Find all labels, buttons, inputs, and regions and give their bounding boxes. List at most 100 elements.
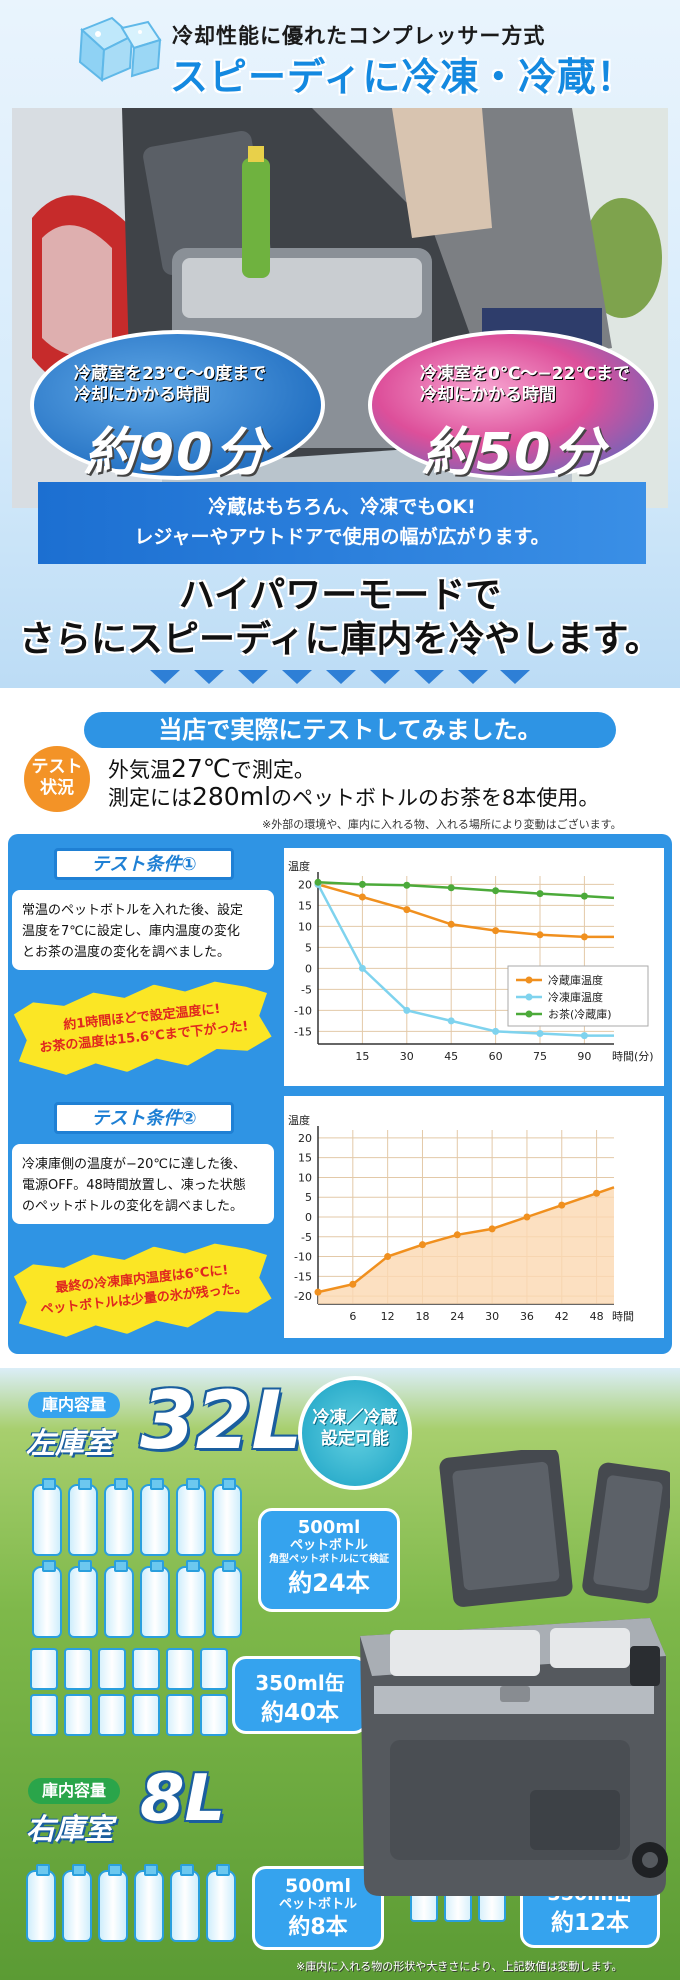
can-icon (166, 1648, 194, 1690)
data-point (447, 1017, 455, 1025)
condition1-desc-line: 常温のペットボトルを入れた後、設定 (22, 903, 244, 918)
data-point (536, 931, 544, 939)
can-icon (98, 1648, 126, 1690)
left-bottle-size: 500ml (297, 1517, 361, 1538)
test-badge-line2: 状況 (40, 778, 74, 798)
can-icon (30, 1648, 58, 1690)
power-line1: ハイパワーモードで (178, 575, 502, 616)
portable-fridge-illustration (360, 1450, 670, 1896)
condition2-desc-line: 冷凍庫側の温度が−20℃に達した後、 (22, 1157, 247, 1172)
right-bottle-info: 500ml ペットボトル 約8本 (252, 1866, 384, 1950)
condition2-title: テスト条件② (54, 1102, 234, 1134)
left-bottle-illustration (32, 1478, 244, 1638)
bottle-icon (32, 1478, 62, 1556)
high-power-headline: ハイパワーモードで さらにスピーディに庫内を冷やします。 (0, 574, 680, 662)
test-condition-temp: 外気温27℃で測定。 (108, 754, 315, 784)
test-results-panel: テスト条件① 常温のペットボトルを入れた後、設定 温度を7℃に設定し、庫内温度の… (8, 834, 672, 1354)
left-capacity-value: 32L (140, 1374, 303, 1467)
bottle-icon (98, 1864, 128, 1942)
capacity-section: 庫内容量 左庫室 32L 冷凍／冷蔵 設定可能 500ml ペットボトル 角型ペ… (0, 1368, 680, 1980)
left-can-info: 350ml缶 約40本 (232, 1656, 368, 1734)
y-tick-label: 0 (305, 1211, 312, 1224)
ice-cube-icon (78, 16, 162, 83)
data-point (593, 1189, 601, 1197)
y-tick-label: -15 (294, 1025, 312, 1038)
x-tick-label: 30 (400, 1050, 414, 1063)
bottle-icon (68, 1478, 98, 1556)
series-area (318, 1187, 614, 1304)
data-point (580, 1032, 588, 1040)
can-icon (132, 1648, 160, 1690)
y-tick-label: 15 (298, 899, 312, 912)
y-tick-label: 0 (305, 962, 312, 975)
bottles-value: 280ml (192, 782, 272, 811)
hero-subtitle: 冷却性能に優れたコンプレッサー方式 (172, 24, 546, 48)
y-tick-label: 10 (298, 920, 312, 933)
x-tick-label: 60 (489, 1050, 503, 1063)
y-axis-label: 温度 (288, 1113, 310, 1127)
data-point (418, 1241, 426, 1249)
capacity-footnote: ※庫内に入れる物の形状や大きさにより、上記数値は変動します。 (296, 1960, 623, 1973)
legend-marker (525, 976, 533, 984)
y-tick-label: 5 (305, 1191, 312, 1204)
bottle-icon (212, 1478, 242, 1556)
condition2-desc-line: のペットボトルの変化を調べました。 (22, 1199, 244, 1214)
fridge-cooling-bubble: 冷蔵室を23℃〜0度まで 冷却にかかる時間 約90分 (30, 330, 325, 483)
bottle-icon (62, 1864, 92, 1942)
x-tick-label: 30 (485, 1310, 499, 1323)
data-point (358, 880, 366, 888)
condition1-result-burst: 約1時間ほどで設定温度に! お茶の温度は15.6℃まで下がった! (12, 973, 273, 1083)
left-capacity-badge: 庫内容量 (28, 1392, 121, 1418)
data-point (492, 887, 500, 895)
mode-setting-badge: 冷凍／冷蔵 設定可能 (298, 1376, 412, 1490)
bottle-icon (176, 1560, 206, 1638)
data-point (349, 1280, 357, 1288)
x-axis-label: 時間 (612, 1310, 634, 1323)
hero-headline: スピーディに冷凍・冷蔵！ (170, 55, 636, 99)
y-tick-label: -10 (294, 1004, 312, 1017)
bottle-icon (68, 1560, 98, 1638)
left-bottle-count: 約24本 (288, 1569, 370, 1597)
data-point (403, 906, 411, 914)
bottle-icon (134, 1864, 164, 1942)
right-can-count: 約12本 (550, 1910, 629, 1936)
test-note: ※外部の環境や、庫内に入れる物、入れる場所により変動はございます。 (262, 818, 622, 831)
freezer-cooling-bubble: 冷凍室を0℃〜−22℃まで 冷却にかかる時間 約50分 (368, 330, 658, 483)
left-can-count: 約40本 (260, 1700, 339, 1726)
data-point (314, 1288, 322, 1296)
usage-banner: 冷蔵はもちろん、冷凍でもOK! レジャーやアウトドアで使用の幅が広がります。 (38, 482, 646, 564)
right-bottle-illustration (26, 1864, 238, 1942)
condition1-description: 常温のペットボトルを入れた後、設定 温度を7℃に設定し、庫内温度の変化 とお茶の… (12, 890, 274, 970)
y-tick-label: -5 (301, 983, 312, 996)
banner-line1: 冷蔵はもちろん、冷凍でもOK! (208, 496, 476, 518)
test-status-badge: テスト 状況 (24, 746, 90, 812)
x-tick-label: 90 (577, 1050, 591, 1063)
data-point (536, 890, 544, 898)
data-point (492, 927, 500, 935)
fridge-bubble-line1: 冷蔵室を23℃〜0度まで (74, 364, 267, 384)
condition2-description: 冷凍庫側の温度が−20℃に達した後、 電源OFF。48時間放置し、凍った状態 の… (12, 1144, 274, 1224)
condition2-result-burst: 最終の冷凍庫内温度は6℃に! ペットボトルは少量の氷が残った。 (12, 1235, 273, 1345)
freezer-bubble-time: 約50分 (422, 423, 607, 483)
data-point (536, 1030, 544, 1037)
can-icon (200, 1648, 228, 1690)
test-badge-line1: テスト (31, 757, 83, 777)
freezer-bubble-line2: 冷却にかかる時間 (420, 385, 556, 405)
x-tick-label: 42 (555, 1310, 569, 1323)
y-axis-label: 温度 (288, 859, 310, 873)
left-bottle-note: 角型ペットボトルにて検証 (269, 1554, 389, 1565)
left-bottle-kind: ペットボトル (289, 1538, 368, 1553)
bottle-icon (104, 1478, 134, 1556)
data-point (580, 892, 588, 900)
x-tick-label: 12 (381, 1310, 395, 1323)
bottle-icon (170, 1864, 200, 1942)
can-icon (166, 1694, 194, 1736)
temp-prefix: 外気温 (108, 758, 171, 782)
bottles-prefix: 測定には (108, 786, 192, 810)
temp-value: 27℃ (171, 754, 231, 783)
y-tick-label: -15 (294, 1270, 312, 1283)
right-bottle-count: 約8本 (288, 1915, 348, 1940)
data-point (403, 881, 411, 889)
